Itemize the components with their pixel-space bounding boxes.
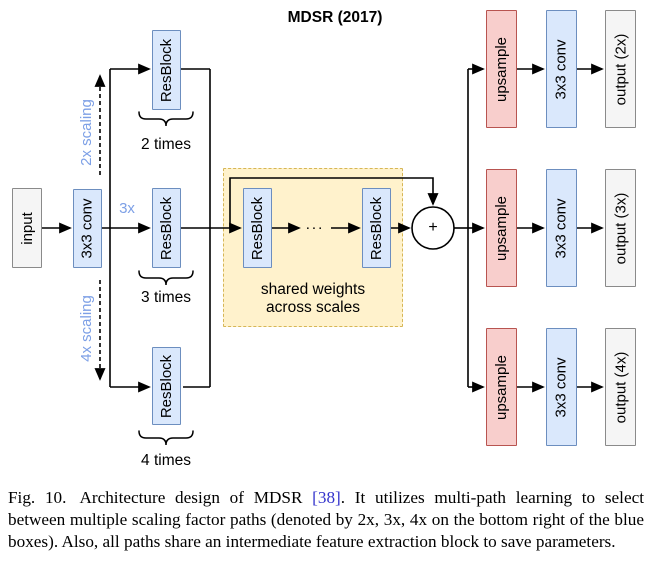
arrow-connectors [42,63,604,393]
conv-4x-box: 3x3 conv [546,328,577,446]
scaling-2x-label: 2x scaling [77,98,95,166]
head-conv-box: 3x3 conv [73,189,102,268]
brace-4-times [138,430,194,446]
figure-title: MDSR (2017) [287,9,383,26]
shared-weights-line2: across scales [266,299,360,316]
input-box: input [12,188,42,268]
shared-resblock-last-box: ResBlock [362,188,391,268]
shared-weights-line1: shared weights [260,281,366,298]
scaling-3x-label: 3x [119,200,135,217]
upsample-2x-box: upsample [486,10,517,128]
resblock-3x-box: ResBlock [152,188,181,268]
caption-citation-link[interactable]: [38] [312,488,341,507]
times-2-label: 2 times [141,136,191,153]
head-conv-label: 3x3 conv [79,198,97,259]
caption-text-before: Architecture design of MDSR [79,488,313,507]
conv-3x-box: 3x3 conv [546,169,577,287]
output-4x-box: output (4x) [605,328,636,446]
underbraces [138,111,194,446]
skip-connection-arrow [229,177,439,228]
input-label: input [18,211,36,245]
ellipsis-label: ... [305,216,325,233]
sum-node-circle [411,206,455,250]
resblock-4x-box: ResBlock [152,347,181,425]
resblock-2x-box: ResBlock [152,30,181,110]
caption-fig-label: Fig. 10. [8,488,67,507]
shared-weights-label: shared weights across scales [224,281,402,317]
output-2x-box: output (2x) [605,10,636,128]
brace-3-times [138,270,194,286]
caption-text-after: . It utilizes multi-path learning to sel… [8,488,644,551]
output-3x-box: output (3x) [605,169,636,287]
scaling-4x-label: 4x scaling [77,294,95,362]
upsample-4x-box: upsample [486,328,517,446]
conv-2x-box: 3x3 conv [546,10,577,128]
figure-caption: Fig. 10. Architecture design of MDSR [38]… [8,487,644,552]
sum-node-plus: + [428,219,438,236]
times-3-label: 3 times [141,289,191,306]
brace-2-times [138,111,194,127]
connector-layer [42,63,604,446]
upsample-3x-box: upsample [486,169,517,287]
shared-resblock-first-box: ResBlock [243,188,272,268]
times-4-label: 4 times [141,452,191,469]
